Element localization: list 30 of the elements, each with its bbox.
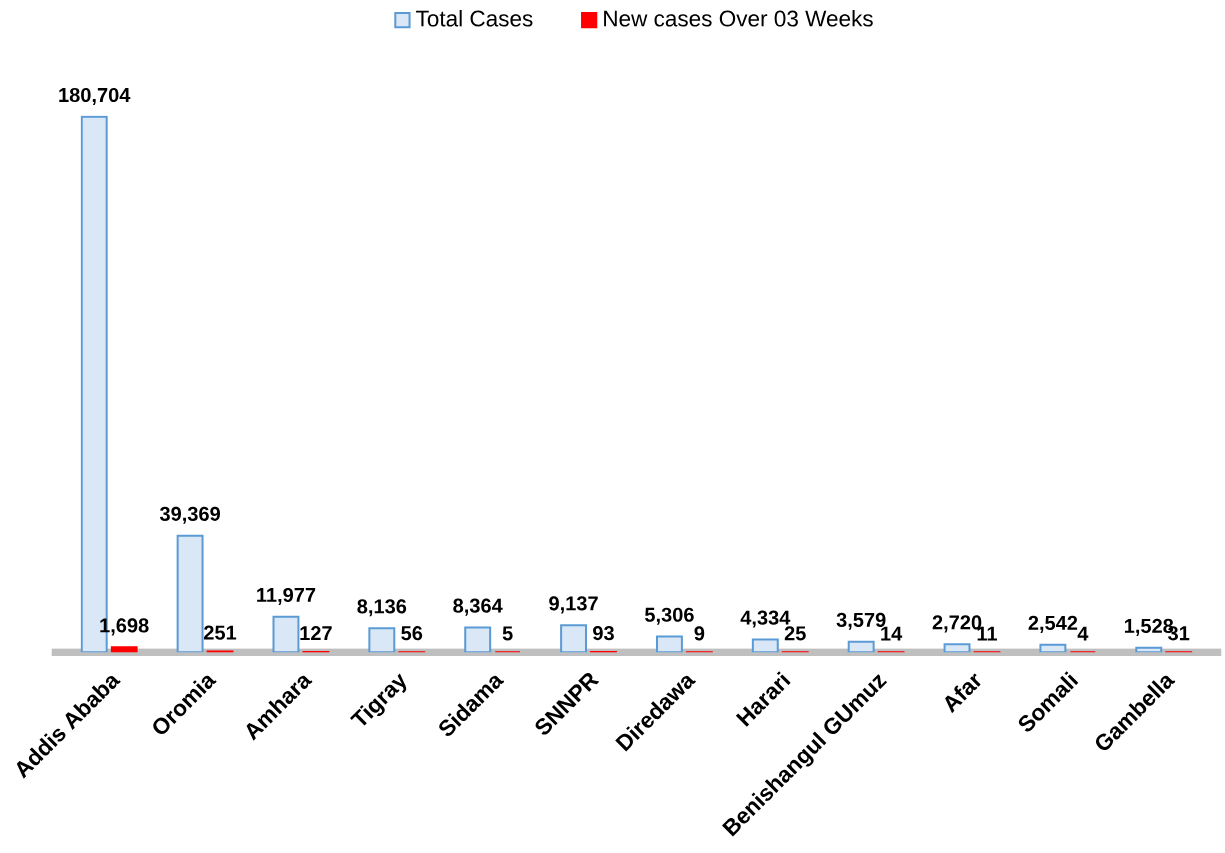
- bar: [847, 640, 875, 653]
- data-label: 5: [502, 626, 513, 641]
- data-label: 251: [204, 625, 237, 640]
- data-label: 2,542: [1028, 616, 1078, 634]
- data-label: 93: [593, 626, 614, 641]
- data-label: 127: [300, 626, 332, 641]
- bar: [176, 534, 204, 653]
- data-label: 8,136: [357, 599, 407, 617]
- bar: [272, 615, 300, 653]
- data-label: 39,369: [159, 506, 220, 524]
- data-label: 9,137: [549, 596, 598, 614]
- data-label: 25: [784, 626, 806, 641]
- bar: [655, 635, 683, 653]
- data-label: 8,364: [453, 598, 503, 616]
- bar: [368, 627, 396, 653]
- data-label: 11,977: [257, 588, 316, 606]
- data-label: 180,704: [59, 88, 131, 106]
- data-label: 4: [1077, 626, 1089, 641]
- data-label: 56: [401, 626, 423, 641]
- bar: [1039, 643, 1067, 653]
- bar: [464, 626, 492, 653]
- bar: [751, 638, 779, 653]
- legend-label: New cases Over 03 Weeks: [604, 10, 873, 27]
- bar: [943, 643, 971, 653]
- data-label: 4,334: [740, 610, 791, 628]
- data-label: 9: [694, 626, 705, 641]
- data-label: 5,306: [645, 607, 694, 625]
- legend-label: Total Cases: [416, 10, 533, 27]
- bar: [560, 624, 588, 653]
- bar: [1135, 646, 1163, 653]
